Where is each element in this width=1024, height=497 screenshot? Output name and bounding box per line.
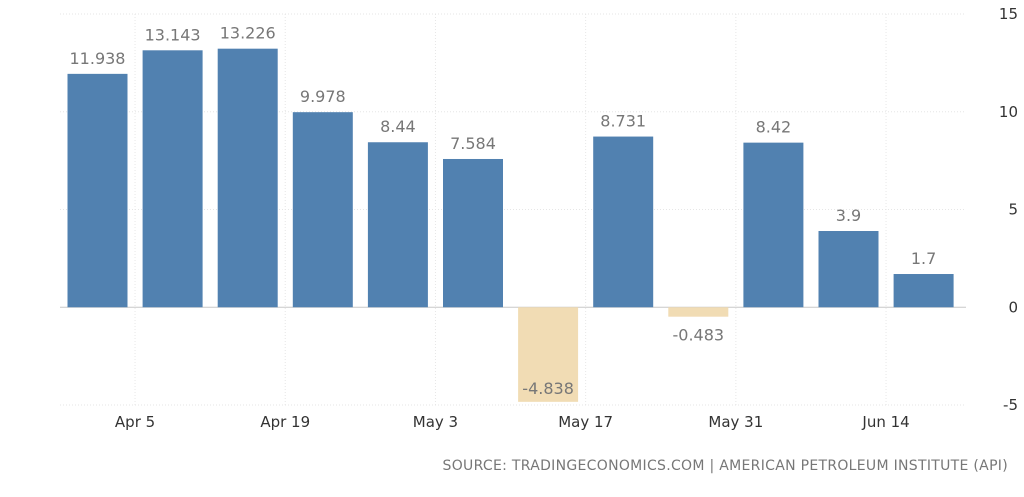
bar-value-label: 8.42	[756, 118, 792, 137]
bar-value-label: 13.143	[145, 25, 201, 44]
bar-value-label: 11.938	[70, 49, 126, 68]
source-note: SOURCE: TRADINGECONOMICS.COM | AMERICAN …	[443, 458, 1008, 474]
bar-value-label: 3.9	[836, 206, 861, 225]
bar-apr-12	[142, 50, 203, 308]
bar-value-label: 1.7	[911, 249, 936, 268]
bar-may-31	[668, 307, 729, 317]
bar-value-label: 13.226	[220, 24, 276, 43]
x-tick-label: Apr 19	[260, 413, 310, 431]
bar-value-labels: 11.938 13.143 13.226 9.978 8.44 7.584 -4.838 8.…	[70, 24, 937, 398]
bar-may-3	[367, 142, 428, 308]
bar-jun-14	[818, 231, 879, 308]
bars-layer	[67, 48, 954, 402]
bar-jun-7	[743, 142, 804, 308]
x-tick-label: May 31	[708, 413, 763, 431]
bar-value-label: -4.838	[522, 379, 574, 398]
y-tick-label: 5	[1008, 201, 1018, 219]
bar-value-label: 8.44	[380, 117, 416, 136]
x-tick-label: May 3	[413, 413, 458, 431]
bar-value-label: -0.483	[673, 326, 725, 345]
y-tick-label: -5	[1003, 396, 1018, 414]
x-tick-label: May 17	[558, 413, 613, 431]
bar-apr-26	[292, 112, 353, 308]
x-axis: Apr 5 Apr 19 May 3 May 17 May 31 Jun 14	[115, 413, 910, 431]
bar-may-24	[593, 136, 654, 308]
bar-may-10	[443, 158, 503, 308]
bar-apr-19	[217, 48, 278, 308]
bar-value-label: 9.978	[300, 87, 346, 106]
bar-jun-21	[893, 274, 954, 308]
y-axis: 15 10 5 0 -5	[999, 5, 1018, 414]
x-tick-label: Jun 14	[861, 413, 909, 431]
x-tick-label: Apr 5	[115, 413, 155, 431]
bar-value-label: 8.731	[600, 112, 646, 131]
bar-value-label: 7.584	[450, 134, 496, 153]
grid-layer	[60, 13, 966, 406]
bar-may-17	[518, 307, 579, 402]
bar-apr-5	[67, 73, 128, 308]
y-tick-label: 0	[1008, 298, 1018, 316]
y-tick-label: 10	[999, 103, 1018, 121]
y-tick-label: 15	[999, 5, 1018, 23]
